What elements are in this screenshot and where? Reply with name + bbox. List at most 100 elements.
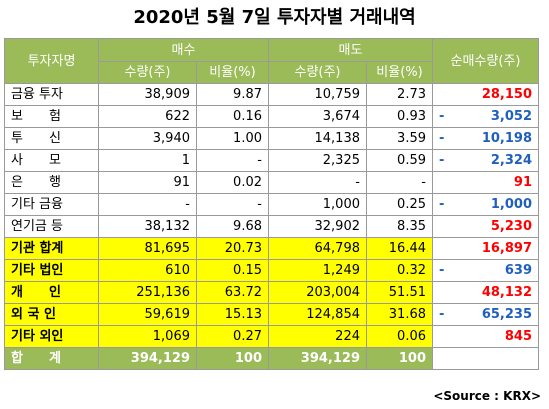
net-value: 91 [513,175,532,190]
net-sign [439,173,453,193]
buy-ratio: 0.16 [196,105,269,128]
table-row: 은 행 91 0.02- -91 [4,171,539,194]
header-sell: 매도 [268,38,433,62]
investor-name: 외 국 인 [4,303,99,326]
investor-name: 연기금 등 [4,215,99,238]
net-buy: - 2,324 [432,149,539,172]
table-row: 보 험 622 0.16 3,674 0.93- 3,052 [4,105,539,128]
sell-ratio: 0.59 [366,149,433,172]
investor-name: 사 모 [4,149,99,172]
buy-ratio: 63.72 [196,281,269,304]
buy-ratio: 0.02 [196,171,269,194]
buy-qty: 251,136 [98,281,197,304]
sell-ratio: 51.51 [366,281,433,304]
buy-qty: 622 [98,105,197,128]
investor-name: 기타 법인 [4,259,99,282]
net-value: 48,132 [481,285,532,300]
investor-name: 금융 투자 [4,83,99,106]
table-row: 기관 합계 81,695 20.73 64,798 16.44 16,897 [4,237,539,260]
net-sign [439,239,453,259]
sell-qty: - [268,171,367,194]
header-sell-ratio: 비율(%) [366,61,433,84]
sell-qty: 1,249 [268,259,367,282]
buy-ratio: 1.00 [196,127,269,150]
page-title: 2020년 5월 7일 투자자별 거래내역 [133,7,416,28]
total-buy-qty: 394,129 [98,347,197,370]
sell-qty: 2,325 [268,149,367,172]
table-row: 개 인 251,136 63.72 203,004 51.51 48,132 [4,281,539,304]
net-buy: - 639 [432,259,539,282]
investor-name: 기관 합계 [4,237,99,260]
header-buy: 매수 [98,38,269,62]
header-sell-qty: 수량(주) [268,61,367,84]
net-buy: 28,150 [432,83,539,106]
buy-qty: 3,940 [98,127,197,150]
net-sign [439,85,453,105]
buy-ratio: - [196,193,269,216]
net-value: 5,230 [490,219,532,234]
sell-qty: 10,759 [268,83,367,106]
sell-qty: 3,674 [268,105,367,128]
net-buy: 16,897 [432,237,539,260]
buy-qty: 81,695 [98,237,197,260]
investor-name: 기타 금융 [4,193,99,216]
buy-qty: 91 [98,171,197,194]
buy-qty: 38,909 [98,83,197,106]
net-value: 65,235 [481,307,532,322]
sell-qty: 1,000 [268,193,367,216]
net-value: 16,897 [481,241,532,256]
net-buy: 5,230 [432,215,539,238]
investor-name: 보 험 [4,105,99,128]
net-sign: - [439,109,445,124]
investor-trade-table: 투자자명 매수 매도 순매수량(주) 수량(주) 비율(%) 수량(주) 비율(… [4,38,539,370]
sell-ratio: - [366,171,433,194]
net-buy: - 10,198 [432,127,539,150]
table-row-total: 합 계 394,129 100 394,129 100 [4,347,539,370]
header-net: 순매수량(주) [432,38,539,84]
buy-qty: 1 [98,149,197,172]
net-value: 1,000 [490,197,532,212]
buy-qty: - [98,193,197,216]
net-sign [439,283,453,303]
table-row: 기타 외인 1,069 0.27 224 0.06 845 [4,325,539,348]
total-label: 합 계 [4,347,99,370]
sell-qty: 64,798 [268,237,367,260]
header-buy-qty: 수량(주) [98,61,197,84]
net-sign [439,327,453,347]
buy-qty: 38,132 [98,215,197,238]
sell-ratio: 0.32 [366,259,433,282]
investor-name: 기타 외인 [4,325,99,348]
buy-ratio: 9.87 [196,83,269,106]
table-row: 기타 법인 610 0.15 1,249 0.32- 639 [4,259,539,282]
buy-ratio: 9.68 [196,215,269,238]
source-note: <Source : KRX> [433,389,541,403]
buy-ratio: - [196,149,269,172]
net-sign: - [439,263,445,278]
sell-ratio: 3.59 [366,127,433,150]
sell-ratio: 0.25 [366,193,433,216]
sell-ratio: 8.35 [366,215,433,238]
sell-qty: 224 [268,325,367,348]
net-sign: - [439,197,445,212]
net-sign: - [439,307,445,322]
net-buy: - 65,235 [432,303,539,326]
investor-name: 투 신 [4,127,99,150]
sell-ratio: 0.93 [366,105,433,128]
sell-ratio: 31.68 [366,303,433,326]
table-row: 연기금 등 38,132 9.68 32,902 8.35 5,230 [4,215,539,238]
table-row: 금융 투자 38,909 9.87 10,759 2.73 28,150 [4,83,539,106]
table-row: 외 국 인 59,619 15.13 124,854 31.68- 65,235 [4,303,539,326]
net-buy: 91 [432,171,539,194]
investor-name: 은 행 [4,171,99,194]
net-buy: 48,132 [432,281,539,304]
sell-qty: 32,902 [268,215,367,238]
buy-ratio: 0.27 [196,325,269,348]
net-value: 2,324 [490,153,532,168]
net-value: 3,052 [490,109,532,124]
total-sell-ratio: 100 [366,347,433,370]
sell-qty: 124,854 [268,303,367,326]
header-investor: 투자자명 [4,38,99,84]
net-sign: - [439,153,445,168]
table-row: 투 신 3,940 1.00 14,138 3.59- 10,198 [4,127,539,150]
investor-name: 개 인 [4,281,99,304]
